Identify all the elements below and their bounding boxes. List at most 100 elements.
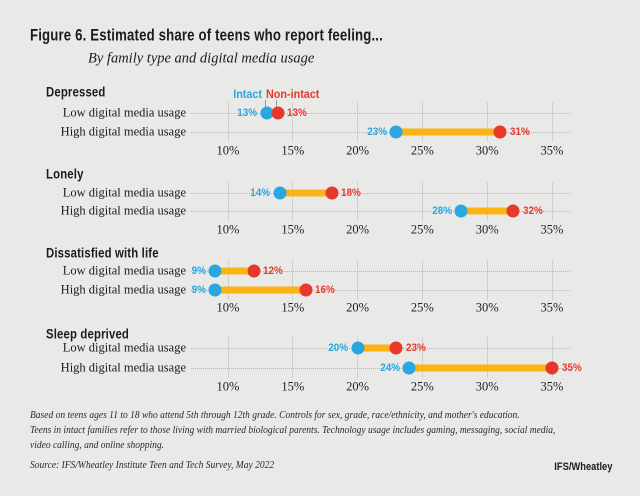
axis-tick-label: 25% [410, 379, 434, 394]
source-note: Source: IFS/Wheatley Institute Teen and … [30, 459, 275, 471]
footnote-line-3: video calling, and online shopping. [30, 439, 165, 451]
intact-value-label: 13% [237, 107, 258, 119]
dumbbell-bar [461, 207, 514, 215]
non-intact-value-label: 35% [561, 362, 582, 374]
gridline [292, 337, 294, 378]
non-intact-dot [299, 283, 313, 297]
intact-dot [273, 186, 287, 200]
axis-tick-label: 20% [346, 222, 370, 237]
axis-tick-label: 25% [410, 222, 434, 237]
axis-tick-label: 30% [475, 300, 499, 315]
section-title: Dissatisfied with life [46, 245, 159, 261]
dumbbell-bar [357, 344, 397, 352]
non-intact-value-label: 16% [315, 284, 336, 296]
non-intact-value-label: 18% [341, 187, 361, 199]
gridline [292, 102, 294, 142]
dumbbell-bar [215, 267, 254, 275]
non-intact-dot [493, 125, 507, 139]
row-label: High digital media usage [60, 203, 186, 218]
axis-tick-label: 25% [410, 300, 434, 315]
legend-non-intact-pointer-line [276, 100, 277, 107]
axis-tick-label: 15% [281, 379, 305, 394]
legend-non-intact-label: Non-intact [266, 87, 320, 101]
axis-tick-label: 15% [281, 222, 305, 237]
gridline [421, 260, 423, 300]
axis-tick-label: 10% [216, 143, 240, 158]
section-title: Sleep deprived [46, 326, 130, 342]
non-intact-value-label: 12% [263, 265, 284, 277]
gridline [227, 260, 229, 300]
non-intact-dot [325, 186, 339, 200]
axis-tick-label: 20% [346, 143, 370, 158]
gridline [292, 260, 294, 300]
gridline [357, 102, 359, 142]
axis-tick-label: 10% [216, 222, 240, 237]
axis-tick-label: 35% [540, 379, 564, 394]
gridline [421, 102, 423, 142]
dumbbell-bar [279, 189, 332, 197]
axis-tick-label: 15% [281, 300, 305, 315]
footnote-line-2: Teens in intact families refer to those … [30, 424, 556, 436]
gridline [551, 102, 553, 142]
intact-dot [208, 264, 222, 278]
leader-line [191, 270, 570, 272]
gridline [551, 182, 553, 221]
gridline [421, 182, 423, 221]
intact-value-label: 23% [367, 126, 387, 138]
intact-dot [402, 361, 416, 375]
row-label: High digital media usage [60, 124, 186, 139]
gridline [292, 182, 294, 221]
intact-value-label: 14% [250, 187, 271, 199]
axis-tick-label: 15% [281, 143, 305, 158]
intact-value-label: 9% [191, 284, 206, 296]
row-label: Low digital media usage [62, 340, 186, 355]
row-label: High digital media usage [60, 282, 186, 297]
axis-tick-label: 20% [346, 300, 370, 315]
non-intact-dot [506, 204, 520, 218]
axis-tick-label: 20% [346, 379, 370, 394]
gridline [551, 337, 553, 378]
gridline [227, 102, 229, 142]
axis-tick-label: 25% [410, 143, 434, 158]
gridline [421, 337, 423, 378]
non-intact-value-label: 13% [287, 107, 308, 119]
row-label: Low digital media usage [62, 105, 186, 120]
dumbbell-bar [215, 286, 306, 294]
leader-line [191, 192, 570, 194]
ifs-wheatley-logo: IFS/Wheatley [553, 461, 612, 473]
section-title: Depressed [46, 84, 106, 100]
axis-tick-label: 10% [216, 300, 240, 315]
gridline [227, 182, 229, 221]
dumbbell-bar [409, 364, 552, 372]
axis-tick-label: 30% [475, 222, 499, 237]
leader-line [191, 289, 570, 291]
legend-intact-pointer-line [265, 100, 266, 107]
gridline [486, 102, 488, 142]
axis-tick-label: 35% [540, 222, 564, 237]
non-intact-dot [271, 106, 285, 120]
intact-dot [389, 125, 403, 139]
footnote-line-1: Based on teens ages 11 to 18 who attend … [30, 409, 520, 421]
dumbbell-bar [396, 128, 501, 136]
axis-tick-label: 30% [475, 143, 499, 158]
non-intact-dot [247, 264, 261, 278]
gridline [486, 182, 488, 221]
leader-line [191, 210, 570, 212]
leader-line [191, 367, 570, 369]
row-label: Low digital media usage [62, 185, 186, 200]
gridline [227, 337, 229, 378]
non-intact-value-label: 23% [405, 342, 426, 354]
non-intact-value-label: 31% [509, 126, 530, 138]
section-title: Lonely [46, 166, 84, 182]
leader-line [191, 131, 570, 133]
intact-value-label: 28% [431, 205, 452, 217]
gridline [486, 337, 488, 378]
non-intact-dot [389, 341, 403, 355]
non-intact-value-label: 32% [522, 205, 543, 217]
row-label: High digital media usage [60, 360, 186, 375]
gridline [486, 260, 488, 300]
legend-intact-label: Intact [233, 87, 262, 101]
axis-tick-label: 35% [540, 300, 564, 315]
